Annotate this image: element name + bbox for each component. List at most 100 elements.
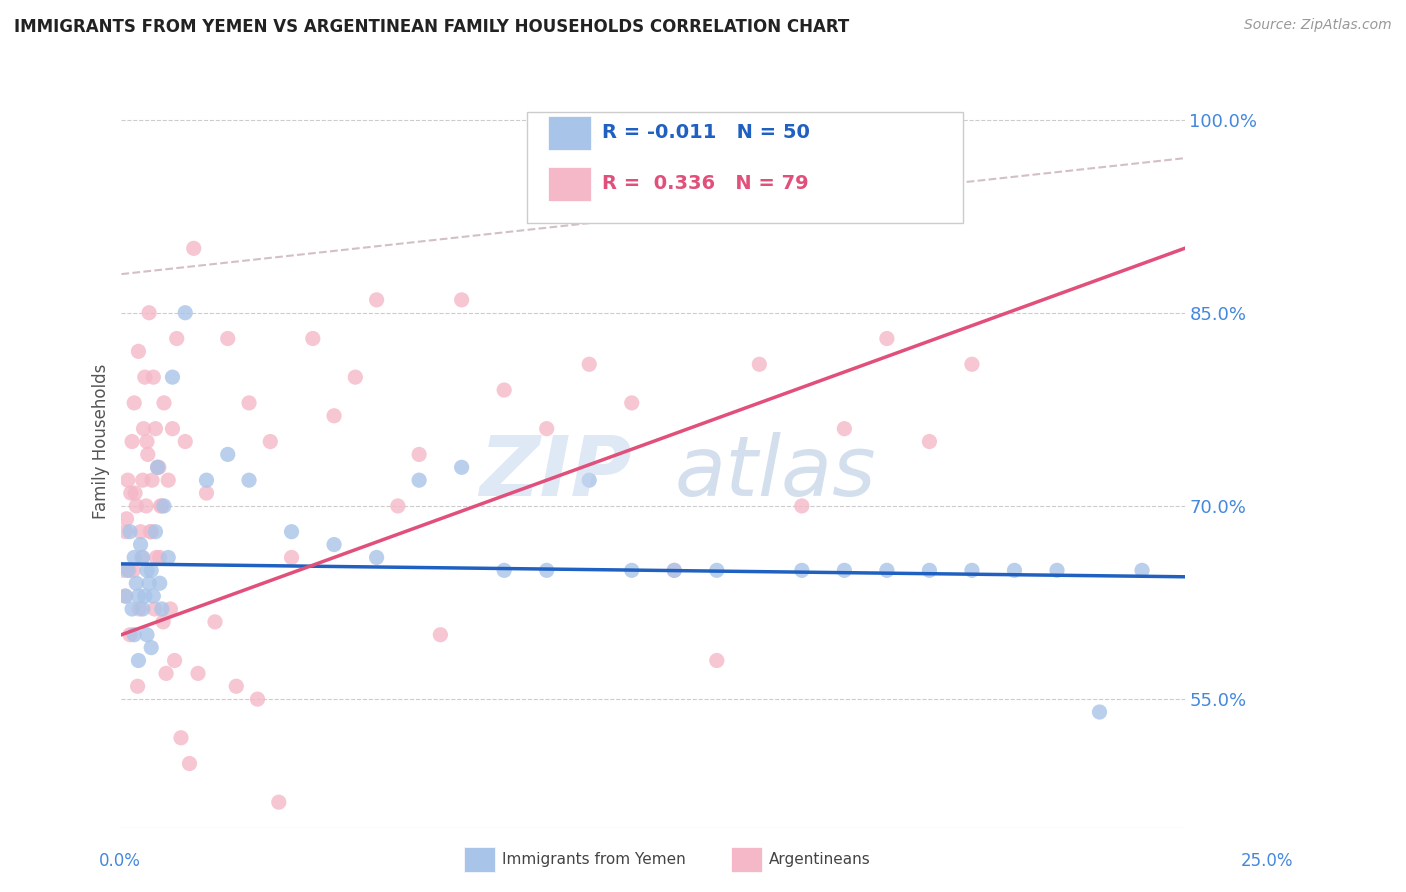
Point [174, 434, 197, 449]
Point [122, 628, 145, 642]
Point [118, 524, 141, 539]
Point [620, 563, 643, 577]
Point [960, 357, 983, 371]
Point [174, 306, 197, 320]
Point [112, 563, 135, 577]
Point [494, 563, 516, 577]
Point [114, 589, 136, 603]
Point [127, 653, 149, 667]
Point [834, 422, 856, 436]
Point [238, 473, 260, 487]
Point [114, 524, 136, 539]
Point [366, 293, 388, 307]
Point [127, 679, 149, 693]
Point [145, 422, 167, 436]
Point [125, 499, 148, 513]
Point [664, 563, 686, 577]
Text: Argentineans: Argentineans [769, 853, 870, 867]
Text: IMMIGRANTS FROM YEMEN VS ARGENTINEAN FAMILY HOUSEHOLDS CORRELATION CHART: IMMIGRANTS FROM YEMEN VS ARGENTINEAN FAM… [14, 18, 849, 36]
Point [1088, 705, 1111, 719]
Text: 25.0%: 25.0% [1241, 852, 1294, 870]
Point [145, 524, 167, 539]
Point [122, 396, 145, 410]
Point [122, 550, 145, 565]
Point [150, 602, 173, 616]
Point [129, 538, 152, 552]
Point [136, 628, 159, 642]
Point [149, 576, 172, 591]
Point [748, 357, 770, 371]
Point [204, 615, 226, 629]
Point [408, 473, 430, 487]
Point [141, 473, 163, 487]
Point [344, 370, 367, 384]
Point [494, 383, 516, 397]
Point [157, 473, 180, 487]
Point [259, 434, 281, 449]
Point [143, 602, 166, 616]
Point [118, 563, 141, 577]
Point [157, 550, 180, 565]
Point [131, 550, 153, 565]
Point [876, 563, 898, 577]
Point [134, 370, 156, 384]
Point [166, 331, 188, 345]
Point [131, 550, 153, 565]
Point [150, 499, 173, 513]
Point [162, 370, 184, 384]
Point [578, 357, 600, 371]
Text: R =  0.336   N = 79: R = 0.336 N = 79 [602, 174, 808, 194]
Point [129, 524, 152, 539]
Point [387, 499, 409, 513]
Point [120, 486, 142, 500]
Point [429, 628, 451, 642]
Point [146, 460, 169, 475]
Point [179, 756, 201, 771]
Point [1046, 563, 1069, 577]
Point [149, 499, 172, 513]
Point [117, 473, 139, 487]
Text: Source: ZipAtlas.com: Source: ZipAtlas.com [1244, 18, 1392, 32]
Point [153, 396, 176, 410]
Point [136, 447, 159, 461]
Point [131, 473, 153, 487]
Point [128, 602, 150, 616]
Point [187, 666, 209, 681]
Point [117, 563, 139, 577]
Text: 0.0%: 0.0% [98, 852, 141, 870]
Point [664, 563, 686, 577]
Point [578, 473, 600, 487]
Point [536, 563, 558, 577]
Point [536, 422, 558, 436]
Point [141, 524, 163, 539]
Text: atlas: atlas [675, 432, 876, 513]
Point [238, 396, 260, 410]
Point [114, 589, 136, 603]
Point [918, 434, 941, 449]
Point [408, 447, 430, 461]
Point [450, 293, 472, 307]
Point [131, 602, 153, 616]
Point [183, 241, 205, 255]
Point [148, 460, 170, 475]
Point [217, 447, 239, 461]
Point [1004, 563, 1026, 577]
Point [195, 486, 218, 500]
Point [246, 692, 269, 706]
Point [876, 331, 898, 345]
Point [918, 563, 941, 577]
Point [280, 550, 302, 565]
Point [790, 563, 813, 577]
Point [149, 550, 172, 565]
Point [127, 344, 149, 359]
Point [138, 576, 160, 591]
Point [138, 306, 160, 320]
Point [121, 602, 143, 616]
Point [366, 550, 388, 565]
Point [115, 512, 138, 526]
Point [162, 422, 184, 436]
Point [323, 538, 346, 552]
Point [267, 795, 290, 809]
Text: ZIP: ZIP [479, 432, 631, 513]
Point [163, 653, 186, 667]
